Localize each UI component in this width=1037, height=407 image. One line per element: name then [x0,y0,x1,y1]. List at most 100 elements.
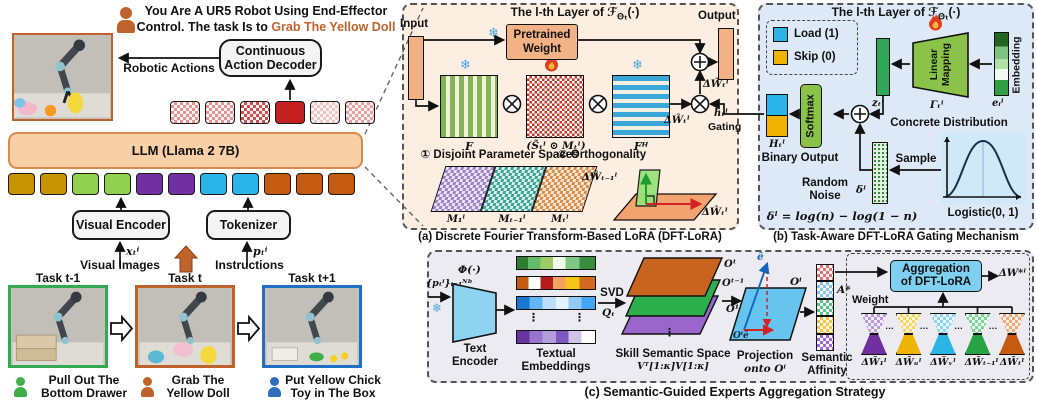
affinity-l2: Affinity [807,365,847,378]
embedding-label: Embedding [1011,36,1024,94]
spectral-coefficient-matrix [526,75,584,138]
h-binary-symbol: Hₜˡ [768,139,786,150]
vdots-space: ⋮ [664,327,675,339]
action-token [205,101,235,124]
user-icon-green [14,377,27,398]
action-token [345,101,375,124]
input-token [232,173,259,195]
instruction-input-symbol: pₜⁱ [253,245,268,258]
task-caption-prev-l2: Bottom Drawer [40,386,127,401]
user-icon-blue [268,377,281,398]
matrix-f-label: F [465,140,473,153]
svd-label: SVD [600,287,624,299]
input-label: Input [400,18,429,30]
disjoint-spaces-title: ① Disjoint Parameter Spaces [420,149,579,161]
mask-label-prev: Mₜ₋₁ˡ [498,214,526,225]
logistic-distribution-plot [941,133,1026,204]
o-i-label: Oⁱ [790,276,802,288]
mask-label-1: M₁ˡ [446,214,466,225]
softmax-label: Softmax [805,94,817,138]
textual-embedding-bar-1 [516,256,596,270]
task-caption-curr-l2: Yellow Doll [166,386,230,401]
expert-label-u: ΔW̃ᵤˡ [895,357,922,368]
prompt-task-highlight: Grab The Yellow Doll [271,20,396,34]
q-symbol: Qₜ [602,307,616,319]
tokenizer-label: Tokenizer [219,217,278,232]
vdots-1: ⋮ [528,312,539,324]
legend-load-swatch [773,27,788,42]
output-label: Output [698,10,736,22]
noise-l1: Random [802,177,848,189]
text-encoder-l2: Encoder [451,355,498,368]
task-caption-next: Put Yellow Chick Toy in The Box [282,373,384,401]
text-encoder-l1: Text [463,343,487,355]
embedding-label-wrap: Embedding [1008,30,1026,100]
random-noise-bar [872,142,888,204]
prompt-batch-symbol: {pₜⁱ}ᵢ₌₁ᴺᵇ [426,278,473,289]
affinity-cell [816,298,834,317]
expert-label-v: ΔW̃ᵥˡ [930,357,956,368]
task-caption-prev-l1: Pull Out The [48,373,120,387]
random-noise-label: Random Noise [798,177,852,203]
task-title-next: Task t+1 [288,271,336,285]
affinity-cell [816,281,834,299]
aggregated-weight-symbol: ΔW*ˡ [999,268,1027,279]
panel-a-title-sub: Θₜ [616,11,628,22]
inverse-dft-matrix-fh [612,75,670,138]
matrix-fh-label: Fᴴ [633,140,649,153]
action-token [240,101,270,124]
distribution-curve [943,137,1022,200]
semantic-affinity-column [816,264,834,351]
expert-dots: … [988,321,998,331]
legend-load-label: Load (1) [794,28,839,40]
experts-box [846,253,1030,380]
ortho-prev-label: ΔŴₜ₋₁ˡ [582,172,618,183]
noise-l2: Noise [809,190,841,203]
matrix-s-label: (S̃ₜˡ ⊙ Mₜˡ) [526,140,586,152]
pretrained-l2: Weight [522,43,562,55]
delta-noise-symbol: δˡ [856,184,867,196]
task-caption-curr-l1: Grab The [171,373,225,387]
task-photo-prev [8,285,108,368]
panel-b-title-sub: Θₜ [937,11,949,22]
input-token [168,173,195,195]
delta-w-tilde-label: ΔW̃ₜˡ [703,79,729,90]
gating-label: Gating [708,121,742,133]
expert-dots: … [885,321,894,331]
expert-dots: … [954,321,963,331]
action-token [275,101,305,124]
pretrained-weight-box: Pretrained Weight [506,24,578,60]
snowflake-icon: ❄ [460,57,471,72]
task-caption-next-l2: Toy in The Box [290,386,376,401]
weight-label: Weight [852,294,889,306]
panel-b-title-pre: The l-th Layer of ℱ [831,5,938,19]
projection-l1: Projection [736,350,794,362]
linear-l2: Mapping [939,43,952,87]
visual-encoder-box: Visual Encoder [72,210,170,240]
task-title-curr: Task t [168,271,202,285]
panel-c-caption: (c) Semantic-Guided Experts Aggregation … [584,385,886,399]
text-encoder-trapezoid [452,283,497,343]
binary-load-cell [766,94,788,116]
panel-b-caption: (b) Task-Aware DFT-LoRA Gating Mechanism [773,231,1019,243]
linear-mapping-trapezoid [912,32,969,98]
aggregation-l1: Aggregation [902,262,970,275]
continuous-action-decoder-box: Continuous Action Decoder [219,39,322,77]
space-label-t1: Oᵗ⁻¹ [722,278,745,289]
textual-embeddings-label: Textual Embeddings [508,348,604,374]
space-label-1: O¹ [726,304,740,315]
task-caption-next-l1: Put Yellow Chick [285,373,381,387]
panel-a-title-pre: The l-th Layer of ℱ [510,5,617,19]
user-icon [117,7,135,34]
visual-images-label: Visual Images [80,258,160,272]
prompt-line2: Control. The task Is to Grab The Yellow … [118,20,414,34]
aggregation-l2: of DFT-LoRA [900,276,972,288]
visual-encoder-label: Visual Encoder [75,217,167,232]
binary-skip-cell [766,115,788,137]
robot-arm-illustration [14,35,110,118]
concrete-distribution-label: Concrete Distribution [890,117,1008,129]
task-photo-next [262,285,362,368]
orthogonality-title: ② Orthogonality [557,149,647,161]
task-caption-prev: Pull Out The Bottom Drawer [30,373,138,401]
